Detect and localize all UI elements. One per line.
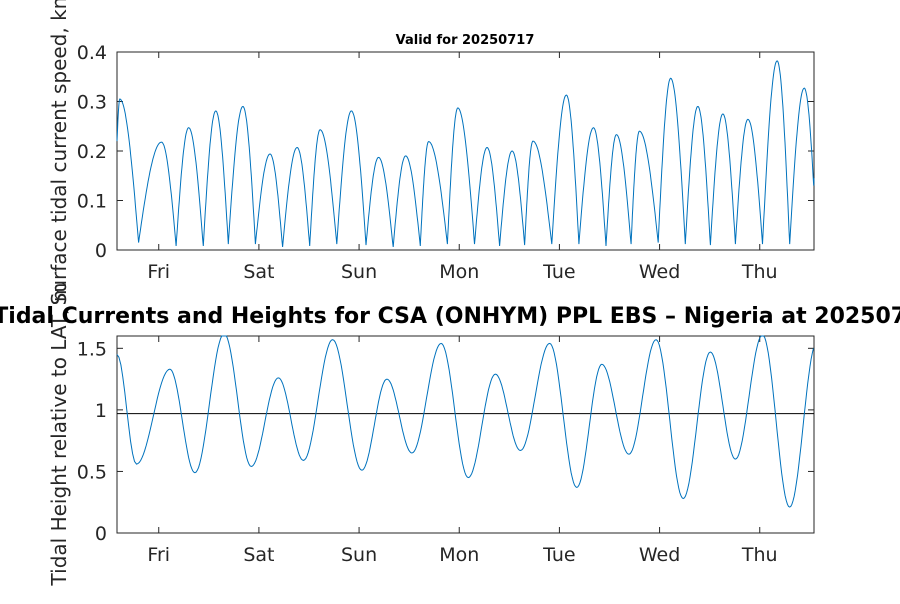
tidal-height-x-tick-label: Fri	[147, 544, 170, 566]
tidal-height-x-tick-label: Sat	[243, 544, 274, 566]
current-speed-x-tick-label: Fri	[147, 261, 170, 283]
current-speed-y-ticks: 0 0.1 0.2 0.3 0.4	[77, 42, 814, 262]
tidal-height-x-tick-label: Thu	[741, 544, 778, 566]
tidal-height-y-tick-label: 0	[95, 523, 107, 545]
current-speed-x-ticks: Fri Sat Sun Mon Tue Wed Thu	[147, 52, 778, 283]
tidal-height-plot-box	[116, 335, 815, 534]
current-speed-y-tick-label: 0.1	[77, 191, 107, 213]
tidal-height-y-tick-label: 1.5	[77, 338, 107, 360]
tidal-height-x-tick-label: Tue	[542, 544, 575, 566]
current-speed-title: Valid for 20250717	[396, 33, 535, 48]
figure-main-title: Tidal Currents and Heights for CSA (ONHY…	[0, 304, 900, 329]
current-speed-x-tick-label: Sun	[341, 261, 377, 283]
current-speed-y-tick-label: 0.3	[77, 92, 107, 114]
current-speed-x-tick-label: Tue	[542, 261, 575, 283]
tidal-height-x-tick-label: Mon	[439, 544, 479, 566]
current-speed-series-line	[116, 60, 815, 248]
current-speed-y-tick-label: 0.2	[77, 141, 107, 163]
current-speed-y-label: Surface tidal current speed, kn	[47, 0, 71, 305]
tidal-height-x-tick-label: Sun	[341, 544, 377, 566]
current-speed-x-tick-label: Wed	[639, 261, 680, 283]
current-speed-x-tick-label: Mon	[439, 261, 479, 283]
tidal-height-y-tick-label: 0.5	[77, 461, 107, 483]
current-speed-axes: 0 0.1 0.2 0.3 0.4 Fri Sat Sun Mon Tue Wed Thu Vali…	[47, 0, 815, 305]
tidal-height-x-ticks: Fri Sat Sun Mon Tue Wed Thu	[147, 336, 778, 566]
current-speed-y-tick-label: 0	[95, 240, 107, 262]
tidal-height-y-tick-label: 1	[95, 400, 107, 422]
tidal-height-y-ticks: 0 0.5 1 1.5	[77, 338, 814, 545]
tidal-height-series-line	[116, 335, 814, 508]
tidal-height-x-tick-label: Wed	[639, 544, 680, 566]
current-speed-y-tick-label: 0.4	[77, 42, 107, 64]
tidal-height-y-label: Tidal Height relative to LAT, m	[47, 283, 71, 587]
current-speed-x-tick-label: Thu	[741, 261, 778, 283]
current-speed-x-tick-label: Sat	[243, 261, 274, 283]
tidal-height-axes: 0 0.5 1 1.5 Fri Sat Sun Mon Tue Wed Thu Tidal Hei…	[47, 283, 815, 587]
current-speed-plot-box	[116, 51, 815, 251]
